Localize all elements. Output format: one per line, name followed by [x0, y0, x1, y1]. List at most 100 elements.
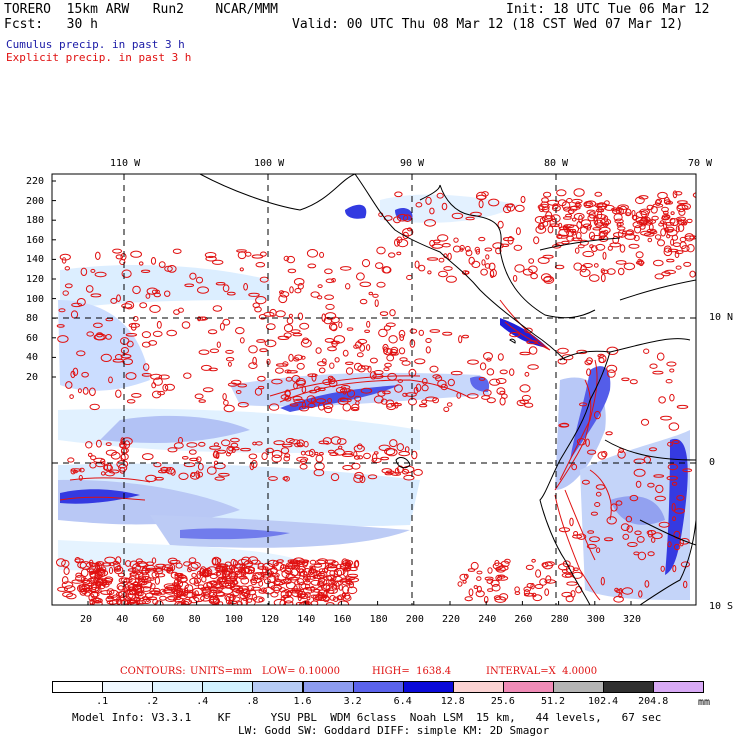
- explicit-precip-contour: [617, 229, 627, 238]
- explicit-precip-contour: [350, 406, 360, 412]
- explicit-precip-contour: [79, 467, 85, 473]
- explicit-precip-contour: [194, 393, 204, 400]
- explicit-precip-contour: [225, 349, 234, 354]
- explicit-precip-contour: [476, 585, 482, 593]
- explicit-precip-contour: [67, 457, 75, 463]
- explicit-precip-contour: [441, 202, 448, 211]
- explicit-precip-contour: [259, 348, 268, 353]
- explicit-precip-contour: [224, 569, 230, 577]
- explicit-precip-contour: [338, 321, 343, 329]
- explicit-precip-contour: [127, 583, 139, 592]
- explicit-precip-contour: [259, 576, 265, 581]
- explicit-precip-contour: [280, 596, 287, 601]
- explicit-precip-contour: [214, 476, 225, 481]
- explicit-precip-contour: [606, 369, 616, 378]
- explicit-precip-contour: [112, 358, 124, 363]
- explicit-precip-contour: [283, 455, 291, 462]
- explicit-precip-contour: [621, 230, 634, 235]
- explicit-precip-contour: [486, 368, 495, 376]
- explicit-precip-contour: [647, 530, 653, 538]
- explicit-precip-contour: [378, 328, 388, 338]
- lon-label-100w: 100 W: [254, 158, 285, 169]
- explicit-precip-contour: [105, 442, 112, 447]
- explicit-precip-contour: [187, 567, 192, 573]
- explicit-precip-contour: [576, 533, 587, 540]
- explicit-precip-contour: [397, 239, 409, 248]
- explicit-precip-contour: [212, 305, 223, 312]
- explicit-precip-contour: [686, 244, 695, 253]
- explicit-precip-contour: [571, 237, 583, 242]
- explicit-precip-contour: [173, 583, 179, 591]
- explicit-precip-contour: [274, 578, 281, 586]
- lon-label-90w: 90 W: [400, 158, 425, 169]
- colorbar-swatch: [553, 681, 605, 693]
- explicit-precip-contour: [446, 402, 453, 407]
- explicit-precip-contour: [279, 291, 290, 298]
- explicit-precip-contour: [547, 225, 554, 234]
- explicit-precip-contour: [432, 397, 440, 404]
- explicit-precip-contour: [478, 236, 486, 242]
- explicit-precip-contour: [467, 568, 476, 572]
- explicit-precip-contour: [634, 530, 642, 536]
- explicit-precip-contour: [675, 265, 682, 270]
- explicit-precip-contour: [625, 515, 633, 523]
- explicit-precip-contour: [665, 379, 673, 384]
- explicit-precip-contour: [330, 473, 340, 482]
- explicit-precip-contour: [307, 263, 317, 269]
- explicit-precip-contour: [660, 565, 665, 572]
- explicit-precip-contour: [587, 530, 595, 534]
- explicit-precip-contour: [418, 403, 428, 408]
- explicit-precip-contour: [176, 584, 182, 589]
- explicit-precip-contour: [246, 585, 255, 592]
- explicit-precip-contour: [289, 286, 294, 294]
- explicit-precip-contour: [433, 239, 441, 244]
- explicit-precip-contour: [223, 404, 235, 413]
- explicit-precip-contour: [626, 229, 635, 236]
- explicit-precip-contour: [176, 573, 183, 578]
- explicit-precip-contour: [556, 189, 567, 197]
- explicit-precip-contour: [588, 211, 596, 219]
- explicit-precip-contour: [195, 276, 204, 284]
- explicit-precip-contour: [304, 450, 314, 457]
- explicit-precip-contour: [537, 256, 550, 264]
- explicit-precip-contour: [462, 579, 467, 584]
- explicit-precip-contour: [652, 203, 664, 208]
- explicit-precip-contour: [289, 560, 301, 565]
- explicit-precip-contour: [65, 381, 73, 389]
- explicit-precip-contour: [534, 584, 544, 589]
- explicit-precip-contour: [273, 574, 279, 581]
- explicit-precip-contour: [223, 399, 229, 406]
- colorbar-label: 51.2: [540, 696, 566, 707]
- explicit-precip-contour: [677, 200, 688, 205]
- explicit-precip-contour: [421, 399, 428, 404]
- explicit-precip-contour: [484, 247, 493, 252]
- explicit-precip-contour: [380, 456, 390, 461]
- explicit-precip-contour: [295, 601, 304, 605]
- explicit-precip-contour: [499, 390, 506, 395]
- explicit-precip-contour: [219, 577, 226, 585]
- contours-high: HIGH= 1638.4: [372, 666, 452, 677]
- explicit-precip-contour: [414, 260, 420, 269]
- explicit-precip-contour: [666, 258, 675, 263]
- y-tick-label: 40: [26, 352, 39, 364]
- explicit-precip-contour: [141, 331, 151, 339]
- explicit-precip-contour: [213, 442, 219, 447]
- explicit-precip-contour: [580, 226, 588, 234]
- explicit-precip-contour: [337, 397, 349, 406]
- explicit-precip-contour: [151, 571, 160, 579]
- explicit-precip-contour: [282, 476, 288, 481]
- explicit-precip-contour: [356, 272, 365, 281]
- explicit-precip-contour: [164, 383, 175, 391]
- explicit-precip-contour: [298, 568, 305, 577]
- explicit-precip-contour: [357, 443, 363, 450]
- explicit-precip-contour: [405, 392, 417, 397]
- explicit-precip-contour: [86, 331, 94, 337]
- explicit-precip-contour: [126, 599, 137, 605]
- explicit-precip-contour: [522, 268, 534, 276]
- explicit-precip-contour: [478, 200, 484, 209]
- explicit-precip-contour: [353, 444, 365, 453]
- explicit-precip-contour: [119, 259, 126, 265]
- explicit-precip-contour: [141, 567, 149, 576]
- explicit-precip-contour: [595, 243, 606, 251]
- explicit-precip-contour: [638, 590, 643, 598]
